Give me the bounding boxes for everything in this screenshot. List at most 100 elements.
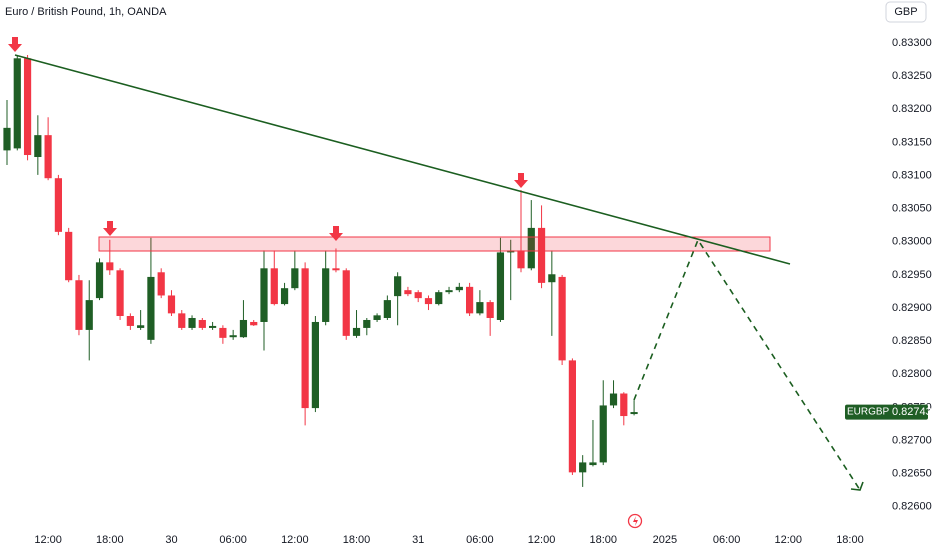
y-tick-label: 0.83050 — [892, 203, 932, 215]
candle-body — [147, 276, 155, 340]
candle-body — [548, 274, 556, 283]
trend-line — [14, 54, 791, 265]
candle-body — [424, 298, 433, 305]
arrow — [514, 173, 528, 188]
x-tick-label: 06:00 — [466, 534, 494, 546]
last-price-label: 0.82743 — [892, 406, 932, 418]
candle-body — [496, 252, 505, 320]
candle-body — [332, 268, 340, 271]
candle-body — [239, 319, 248, 338]
x-tick-label: 31 — [412, 534, 424, 546]
candle-body — [301, 268, 309, 409]
projection-path — [633, 238, 861, 491]
projection-arrowhead — [850, 481, 864, 491]
candle-body — [568, 360, 576, 473]
candle-body — [311, 321, 319, 409]
candle-body — [363, 319, 371, 328]
arrow — [8, 37, 22, 52]
candle-body — [188, 317, 196, 328]
candle-body — [414, 292, 422, 299]
candle-body — [352, 327, 361, 336]
candle-body — [3, 127, 11, 151]
candle-body — [167, 295, 176, 314]
y-tick-label: 0.83300 — [892, 37, 932, 49]
y-tick-label: 0.82800 — [892, 368, 932, 380]
x-tick-label: 12:00 — [281, 534, 309, 546]
x-tick-label: 30 — [165, 534, 177, 546]
last-price-box — [845, 404, 928, 420]
candle-body — [106, 262, 114, 271]
x-tick-label: 18:00 — [96, 534, 124, 546]
candle-body — [23, 58, 32, 156]
arrows — [8, 37, 528, 241]
candle-body — [44, 135, 52, 179]
candle-body — [291, 268, 299, 289]
candle-body — [116, 270, 124, 317]
candle-body — [589, 462, 597, 466]
candle-body — [34, 135, 42, 158]
candle-body — [517, 250, 525, 269]
candle-body — [579, 462, 587, 473]
event-icon[interactable] — [627, 513, 643, 529]
candle-body — [373, 315, 381, 320]
candle-body — [404, 290, 412, 295]
candle-body — [322, 268, 330, 322]
candle-body — [435, 292, 443, 305]
x-tick-label: 18:00 — [589, 534, 617, 546]
y-tick-label: 0.82950 — [892, 269, 932, 281]
symbol-label: EURGBP — [847, 407, 890, 418]
currency-button[interactable] — [885, 1, 927, 23]
candle-body — [13, 58, 21, 149]
candle-body — [394, 276, 402, 297]
x-tick-label: 2025 — [653, 534, 677, 546]
candle-body — [476, 302, 484, 314]
candle-body — [466, 286, 474, 314]
candle-body — [209, 325, 217, 328]
x-tick-label: 06:00 — [219, 534, 247, 546]
candle-body — [620, 393, 628, 417]
candle-body — [198, 319, 206, 328]
y-tick-label: 0.83200 — [892, 103, 932, 115]
x-tick-label: 18:00 — [836, 534, 864, 546]
candle-body — [630, 412, 638, 415]
candle-body — [486, 302, 494, 318]
arrow — [103, 221, 117, 236]
x-tick-label: 06:00 — [713, 534, 741, 546]
chart-title: Euro / British Pound, 1h, OANDA — [5, 6, 167, 18]
x-tick-label: 18:00 — [343, 534, 371, 546]
candle-body — [609, 393, 618, 406]
candle-body — [537, 227, 546, 283]
event-icon-bolt — [633, 516, 638, 526]
candle-body — [229, 335, 237, 338]
candles — [3, 54, 638, 487]
x-tick-label: 12:00 — [528, 534, 556, 546]
candle-body — [75, 280, 83, 330]
y-tick-label: 0.83150 — [892, 136, 932, 148]
candle-body — [342, 270, 350, 336]
candle-body — [280, 288, 289, 305]
candle-body — [445, 290, 453, 293]
y-tick-label: 0.83100 — [892, 169, 932, 181]
candle-body — [85, 300, 93, 330]
y-tick-label: 0.83000 — [892, 236, 932, 248]
candle-body — [455, 286, 463, 291]
candle-body — [270, 268, 278, 305]
currency-label: GBP — [894, 6, 917, 18]
arrow — [329, 226, 343, 241]
candle-body — [219, 327, 227, 338]
y-tick-label: 0.82650 — [892, 468, 932, 480]
y-tick-label: 0.82850 — [892, 335, 932, 347]
y-tick-label: 0.82900 — [892, 302, 932, 314]
candle-body — [527, 227, 535, 269]
candle-body — [558, 276, 566, 361]
candle-body — [157, 272, 165, 296]
candle-body — [599, 405, 607, 463]
candle-body — [178, 313, 186, 328]
candle-body — [54, 178, 62, 232]
y-tick-label: 0.82700 — [892, 434, 932, 446]
candle-body — [260, 268, 268, 322]
x-tick-label: 12:00 — [34, 534, 62, 546]
candle-body — [383, 300, 391, 318]
